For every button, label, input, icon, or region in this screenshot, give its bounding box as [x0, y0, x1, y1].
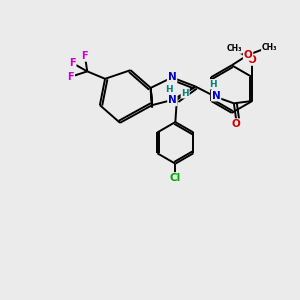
Text: Cl: Cl: [170, 173, 181, 183]
Text: N: N: [168, 95, 177, 105]
Text: CH₃: CH₃: [226, 44, 242, 53]
Text: N: N: [212, 91, 220, 100]
Text: F: F: [82, 51, 88, 61]
Text: O: O: [248, 55, 257, 65]
Text: O: O: [232, 119, 241, 129]
Text: N: N: [168, 73, 176, 82]
Text: O: O: [244, 50, 253, 60]
Text: H: H: [181, 89, 189, 98]
Text: H: H: [165, 85, 172, 94]
Text: H: H: [209, 80, 217, 89]
Text: F: F: [69, 58, 76, 68]
Text: F: F: [68, 72, 74, 82]
Text: CH₃: CH₃: [262, 43, 277, 52]
